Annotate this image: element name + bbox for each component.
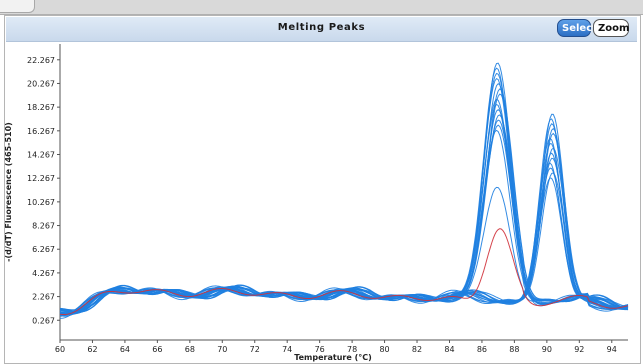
y-tick-label: 0.267 [32, 316, 55, 325]
x-tick-label: 68 [185, 345, 195, 354]
x-tick-label: 60 [55, 345, 65, 354]
x-tick-label: 76 [315, 345, 325, 354]
melt-curves [59, 62, 629, 319]
x-tick-label: 92 [574, 345, 584, 354]
x-tick-label: 66 [152, 345, 162, 354]
x-ticks: 60 62 64 66 68 70 72 74 76 78 80 82 84 86 88 90 92 94 [55, 340, 617, 354]
top-strip [0, 0, 643, 15]
reference-curve [59, 228, 629, 315]
x-tick-label: 62 [87, 345, 97, 354]
x-tick-label: 78 [347, 345, 357, 354]
x-tick-label: 88 [509, 345, 519, 354]
y-tick-label: 4.267 [32, 269, 55, 278]
y-axis-label: -(d/dT) Fluorescence (465-510) [4, 122, 13, 262]
y-tick-label: 2.267 [32, 293, 55, 302]
y-tick-label: 10.267 [27, 198, 55, 207]
y-ticks: 0.267 2.267 4.267 6.267 8.267 10.267 12.267 14.… [27, 56, 60, 325]
x-tick-label: 82 [412, 345, 422, 354]
x-tick-label: 64 [120, 345, 130, 354]
chart-panel [4, 15, 641, 364]
x-tick-label: 94 [607, 345, 617, 354]
select-button[interactable]: Select [557, 19, 597, 37]
melt-curve [60, 118, 629, 311]
y-tick-label: 12.267 [27, 174, 55, 183]
chart-axes [59, 44, 628, 341]
x-tick-label: 90 [542, 345, 552, 354]
zoom-button[interactable]: Zoom [593, 19, 629, 37]
melt-curve [59, 109, 629, 314]
x-tick-label: 80 [379, 345, 389, 354]
x-tick-label: 86 [477, 345, 487, 354]
chart-title-bar: Melting Peaks Select Zoom [6, 17, 637, 42]
y-tick-label: 16.267 [27, 127, 55, 136]
x-tick-label: 70 [217, 345, 227, 354]
y-tick-label: 14.267 [27, 151, 55, 160]
x-tick-label: 72 [250, 345, 260, 354]
melt-curve [59, 122, 629, 317]
x-tick-label: 74 [282, 345, 292, 354]
y-tick-label: 18.267 [27, 103, 55, 112]
x-tick-label: 84 [444, 345, 454, 354]
melt-curve [59, 113, 629, 313]
y-tick-label: 8.267 [32, 222, 55, 231]
chart-title: Melting Peaks [277, 22, 366, 33]
y-tick-label: 20.267 [27, 79, 55, 88]
top-tab[interactable] [0, 0, 35, 13]
y-tick-label: 22.267 [27, 56, 55, 65]
y-tick-label: 6.267 [32, 245, 55, 254]
x-axis-label: Temperature (°C) [294, 353, 372, 362]
